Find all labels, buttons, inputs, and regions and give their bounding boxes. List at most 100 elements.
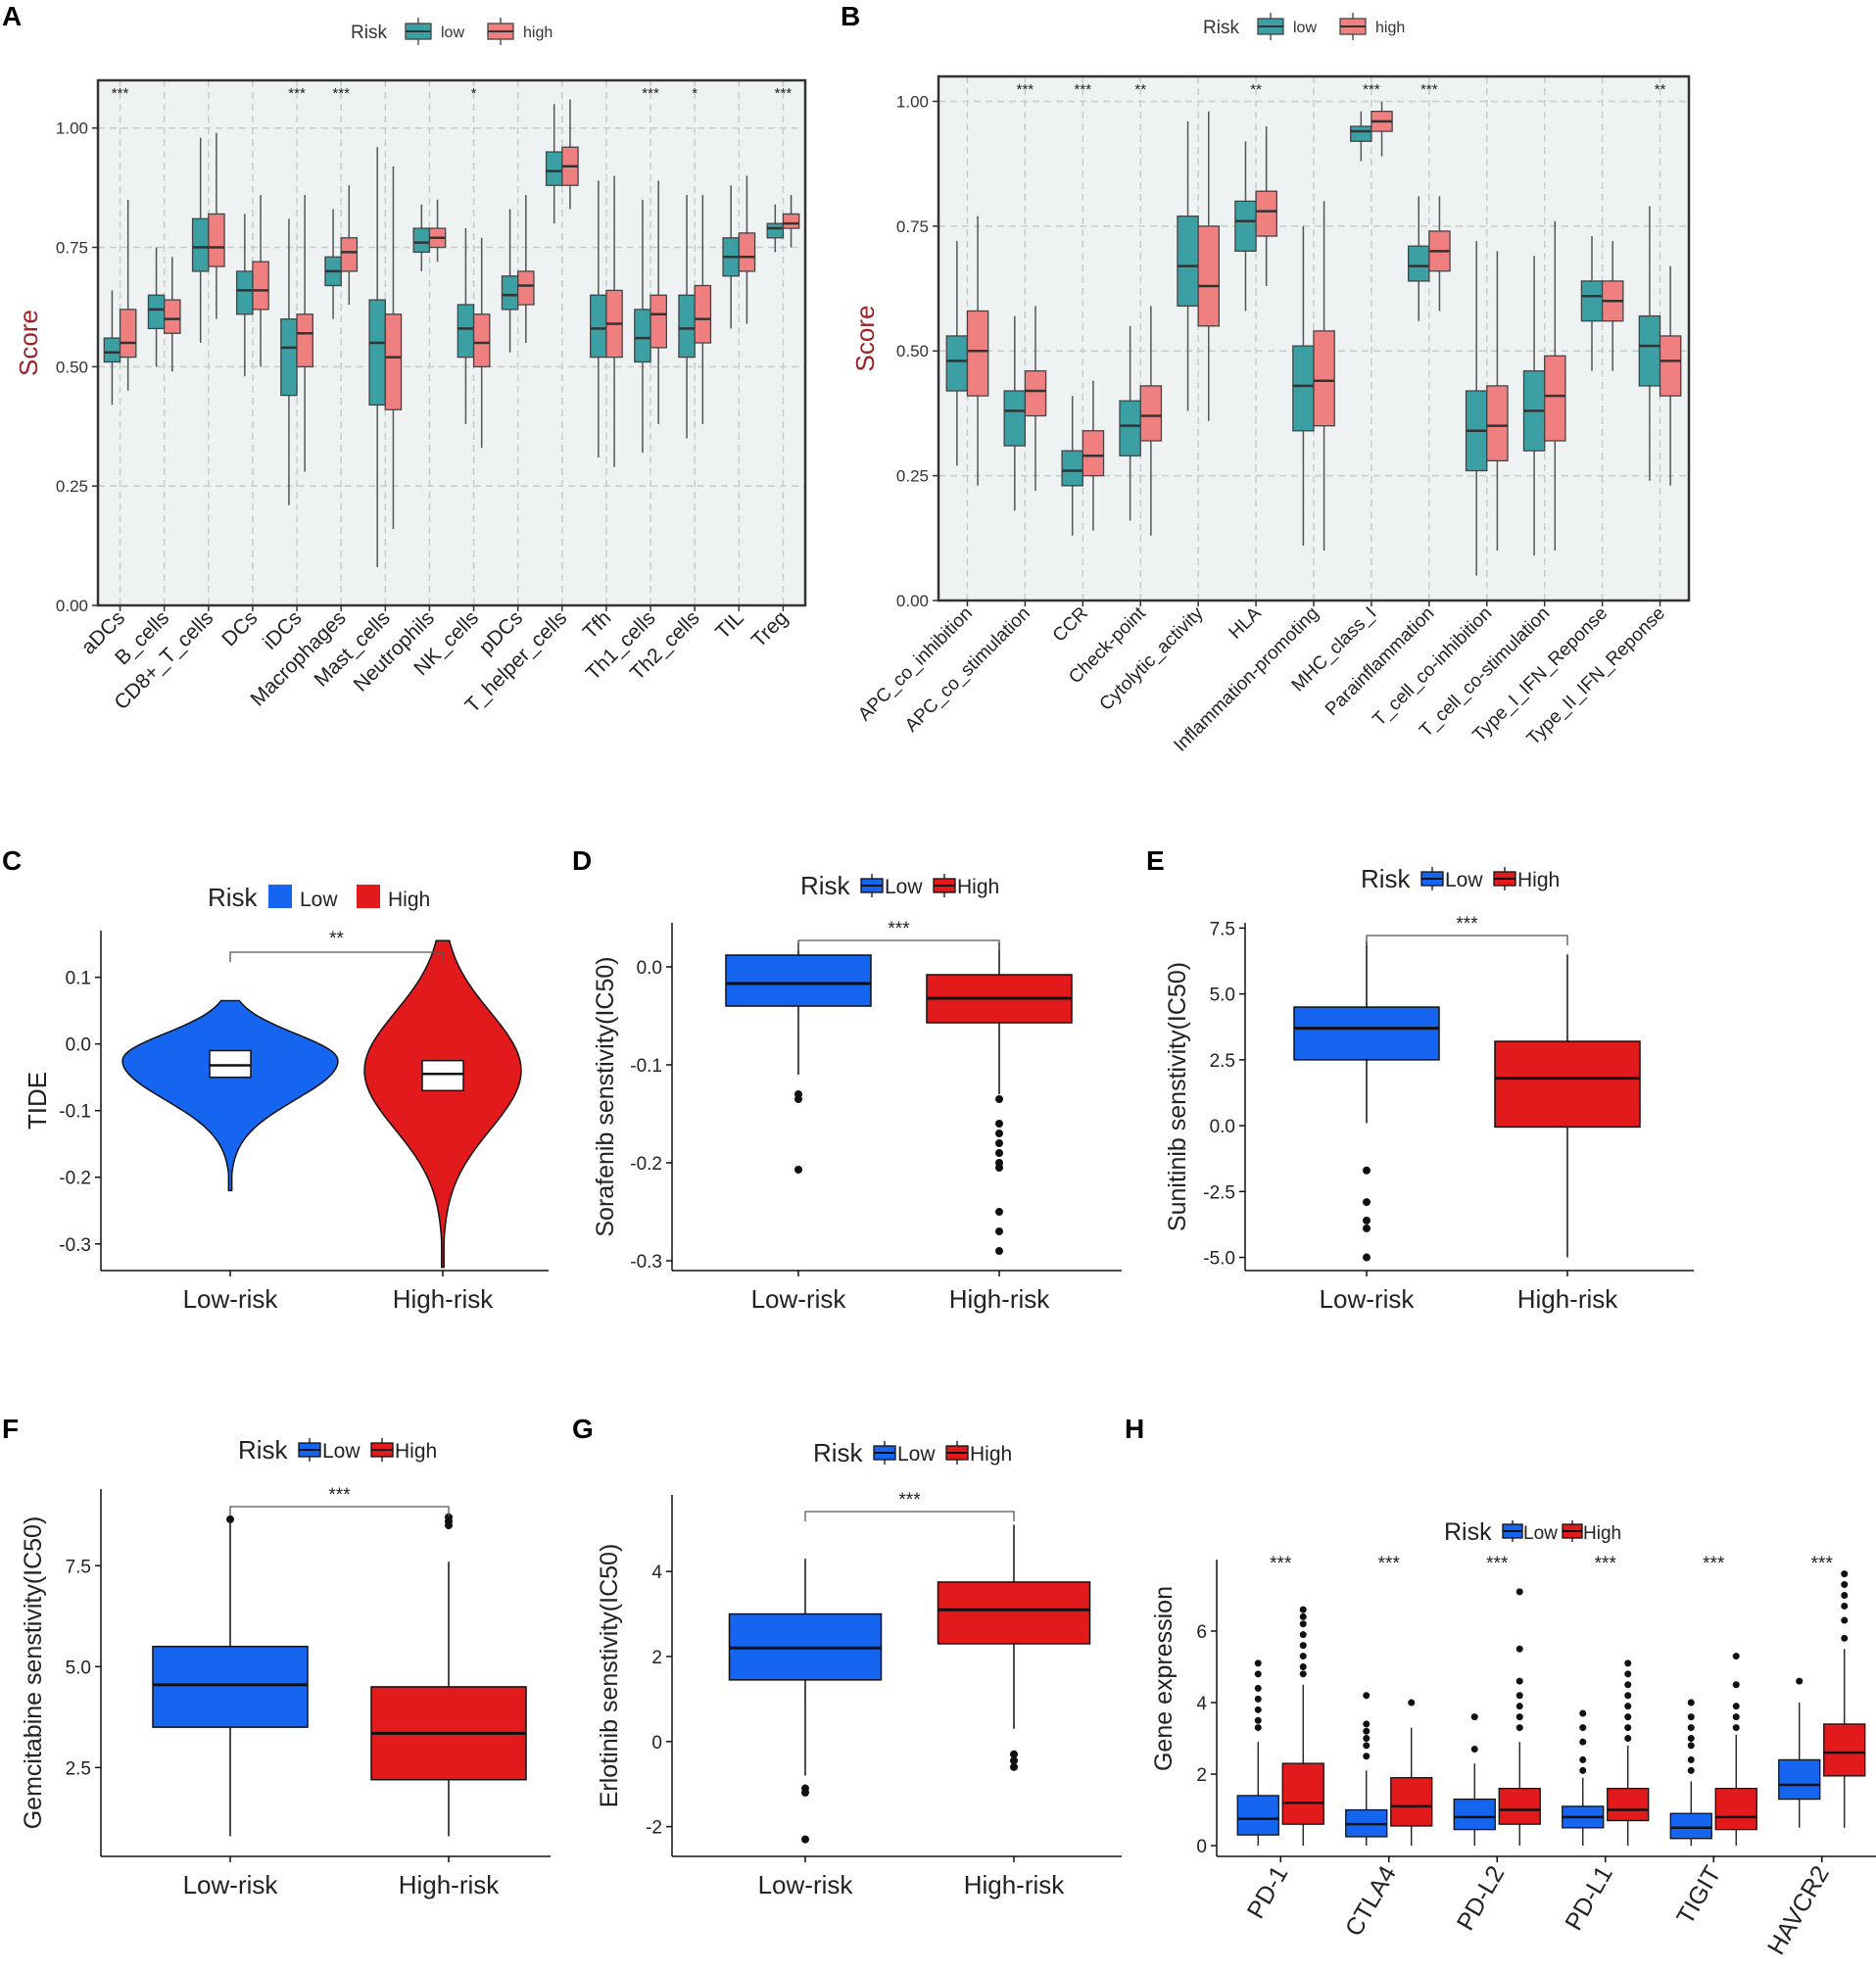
outlier-point bbox=[1363, 1727, 1371, 1735]
legend-label-Low: Low bbox=[897, 1443, 936, 1466]
significance-label: *** bbox=[1017, 81, 1034, 98]
outlier-point bbox=[1363, 1198, 1371, 1207]
outlier-point bbox=[1579, 1755, 1587, 1763]
box-low bbox=[1119, 400, 1141, 457]
y-tick-label: 0.1 bbox=[66, 969, 91, 989]
box-high bbox=[1024, 369, 1047, 417]
y-tick-label: 4 bbox=[651, 1562, 662, 1583]
box-low bbox=[1234, 200, 1257, 252]
outlier-point bbox=[1841, 1634, 1849, 1642]
box-high bbox=[649, 294, 667, 349]
legend-label-high: high bbox=[523, 24, 553, 41]
outlier-point bbox=[1010, 1756, 1018, 1765]
box-low bbox=[678, 294, 696, 359]
x-tick-label: DCs bbox=[217, 606, 262, 650]
panel-letter-f: F bbox=[2, 1414, 19, 1444]
outlier-point bbox=[1732, 1681, 1740, 1689]
x-tick-label: Low-risk bbox=[751, 1284, 847, 1314]
significance-label: *** bbox=[1363, 81, 1380, 98]
legend-title: Risk bbox=[208, 883, 259, 912]
outlier-point bbox=[1254, 1724, 1262, 1732]
panel-letter-d: D bbox=[572, 845, 592, 876]
outlier-point bbox=[1470, 1713, 1478, 1721]
y-tick-label: 0.00 bbox=[896, 592, 929, 610]
x-tick-label: PD-L2 bbox=[1452, 1861, 1511, 1935]
y-tick-label: 4 bbox=[1196, 1694, 1207, 1714]
outlier-point bbox=[995, 1149, 1003, 1157]
legend-label-High: High bbox=[388, 889, 430, 911]
outlier-point bbox=[1363, 1216, 1371, 1225]
significance-label: *** bbox=[288, 85, 306, 102]
significance-label: *** bbox=[642, 85, 659, 102]
box-high bbox=[738, 232, 756, 272]
box-low bbox=[457, 304, 475, 359]
legend-title: Risk bbox=[1444, 1518, 1492, 1546]
box-high bbox=[782, 213, 800, 229]
outlier-point bbox=[1687, 1766, 1695, 1774]
y-tick-label: 5.0 bbox=[66, 1658, 91, 1678]
outlier-point bbox=[1254, 1706, 1262, 1713]
significance-label: *** bbox=[1486, 1554, 1509, 1574]
legend-title: Risk bbox=[1361, 864, 1412, 893]
violin-inner-box bbox=[421, 1059, 464, 1092]
box-high bbox=[164, 299, 181, 334]
outlier-point bbox=[1515, 1645, 1523, 1653]
outlier-point bbox=[1687, 1735, 1695, 1743]
outlier-point bbox=[1363, 1720, 1371, 1728]
y-tick-label: 0.50 bbox=[896, 342, 929, 361]
outlier-point bbox=[445, 1513, 453, 1521]
box-Low bbox=[1778, 1758, 1821, 1801]
chart-b: 0.000.250.500.751.00*** *** ** ** *** *** **AP… bbox=[850, 13, 1691, 756]
y-tick-label: 0.00 bbox=[56, 597, 88, 615]
x-tick-label: High-risk bbox=[964, 1870, 1066, 1899]
outlier-point bbox=[1624, 1692, 1632, 1700]
box-low bbox=[1061, 450, 1083, 487]
box-low bbox=[191, 217, 210, 272]
box-high bbox=[1659, 335, 1682, 397]
outlier-point bbox=[1796, 1677, 1804, 1685]
box-Low-risk bbox=[152, 1645, 309, 1728]
outlier-point bbox=[794, 1166, 802, 1174]
outlier-point bbox=[1363, 1753, 1371, 1760]
y-axis-label: Sorafenib senstivity(IC50) bbox=[592, 956, 619, 1236]
box-high bbox=[252, 261, 269, 311]
significance-label: *** bbox=[898, 1490, 921, 1511]
x-tick-label: CTLA4 bbox=[1340, 1861, 1402, 1941]
legend-label-High: High bbox=[1517, 869, 1560, 891]
x-tick-label: Low-risk bbox=[1320, 1284, 1416, 1314]
outlier-point bbox=[1010, 1762, 1018, 1771]
outlier-point bbox=[1515, 1588, 1523, 1596]
outlier-point bbox=[1299, 1670, 1307, 1678]
significance-label: *** bbox=[1595, 1554, 1617, 1574]
outlier-point bbox=[1363, 1166, 1371, 1175]
y-tick-label: -2 bbox=[646, 1818, 662, 1839]
box-High bbox=[1498, 1787, 1541, 1825]
x-tick-label: High-risk bbox=[1517, 1284, 1619, 1314]
box-low bbox=[147, 294, 166, 330]
y-tick-label: -0.3 bbox=[630, 1252, 662, 1273]
significance-bracket bbox=[797, 939, 1000, 950]
significance-label: *** bbox=[888, 919, 910, 939]
legend-label-high: high bbox=[1375, 20, 1405, 36]
y-tick-label: 0.0 bbox=[1210, 1117, 1235, 1137]
y-tick-label: 1.00 bbox=[56, 120, 88, 138]
outlier-point bbox=[1732, 1703, 1740, 1710]
box-low bbox=[634, 309, 651, 363]
outlier-point bbox=[1408, 1699, 1416, 1707]
outlier-point bbox=[1841, 1616, 1849, 1624]
outlier-point bbox=[1732, 1653, 1740, 1660]
significance-bracket bbox=[229, 1506, 450, 1516]
legend-label-Low: Low bbox=[885, 876, 923, 898]
outlier-point bbox=[1687, 1742, 1695, 1750]
outlier-point bbox=[1254, 1716, 1262, 1724]
outlier-point bbox=[1732, 1713, 1740, 1721]
x-tick-label: High-risk bbox=[399, 1870, 501, 1899]
outlier-point bbox=[1687, 1713, 1695, 1721]
significance-label: *** bbox=[1378, 1554, 1401, 1574]
legend-label-High: High bbox=[970, 1443, 1012, 1466]
y-axis-label: Erlotinib senstivity(IC50) bbox=[596, 1544, 623, 1808]
outlier-point bbox=[1841, 1581, 1849, 1589]
outlier-point bbox=[1687, 1699, 1695, 1707]
box-High bbox=[1281, 1762, 1324, 1825]
x-tick-label: PD-L1 bbox=[1560, 1861, 1618, 1935]
